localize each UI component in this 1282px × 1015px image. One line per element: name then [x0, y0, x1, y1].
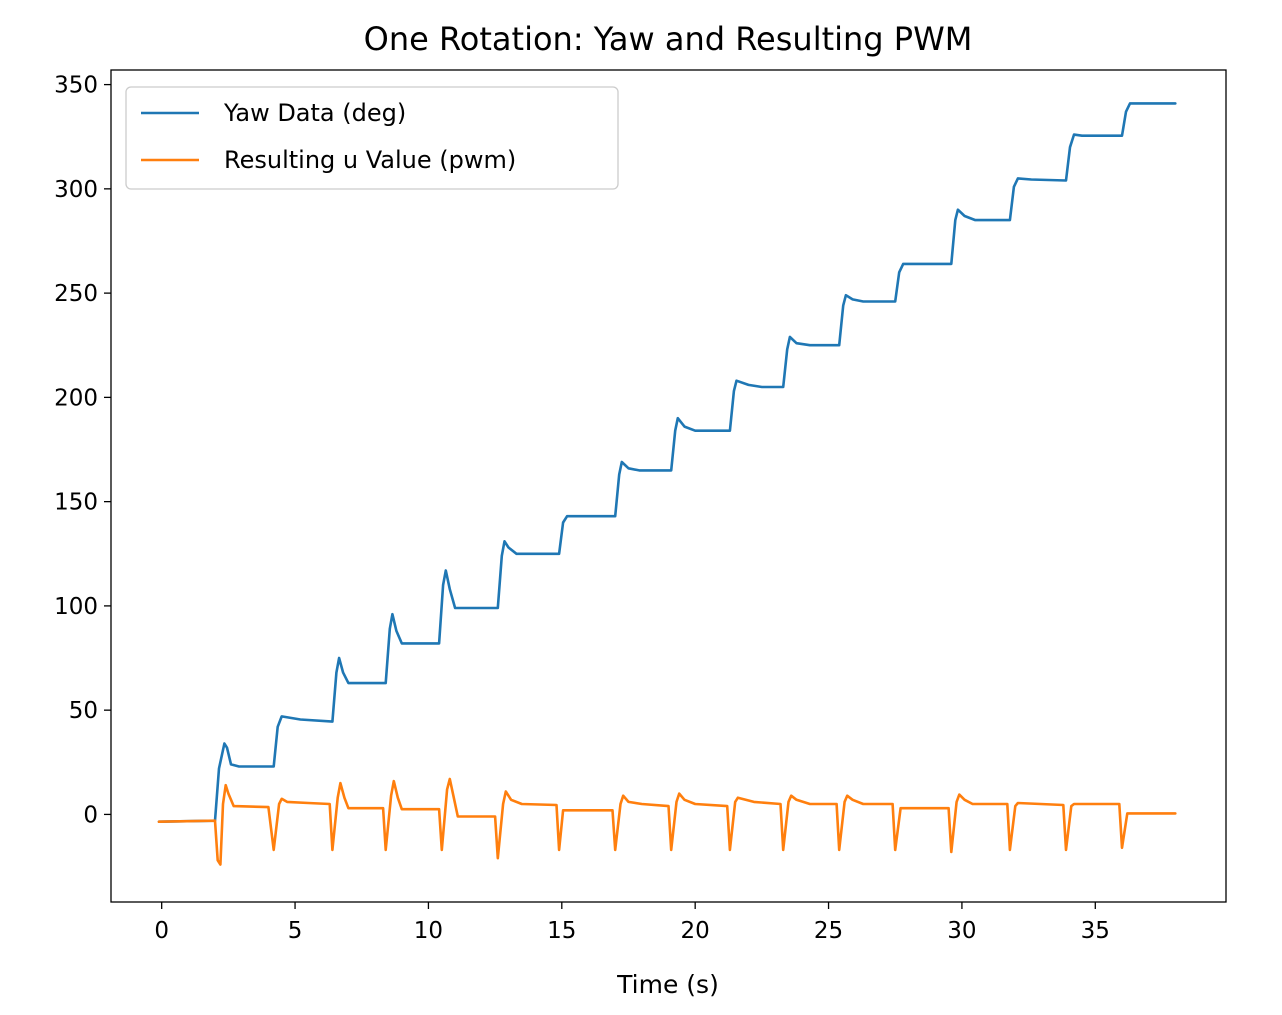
- y-tick-label: 0: [83, 802, 98, 828]
- legend: Yaw Data (deg) Resulting u Value (pwm): [125, 86, 619, 190]
- x-tick-label: 25: [814, 918, 843, 944]
- legend-box: [125, 86, 619, 190]
- y-tick-label: 100: [54, 594, 98, 620]
- x-tick-label: 0: [154, 918, 169, 944]
- x-tick-label: 20: [681, 918, 710, 944]
- chart-title: One Rotation: Yaw and Resulting PWM: [364, 20, 973, 58]
- x-tick-label: 10: [414, 918, 443, 944]
- x-tick-label: 5: [288, 918, 303, 944]
- legend-label-1: Resulting u Value (pwm): [224, 146, 516, 174]
- x-tick-label: 30: [947, 918, 976, 944]
- legend-label-0: Yaw Data (deg): [223, 99, 406, 127]
- series-line-0: [157, 102, 1177, 823]
- x-axis-label: Time (s): [616, 970, 719, 999]
- x-tick-label: 15: [547, 918, 576, 944]
- y-tick-label: 250: [54, 281, 98, 307]
- y-tick-label: 50: [69, 698, 98, 724]
- series-line-1: [157, 777, 1177, 866]
- x-tick-label: 35: [1081, 918, 1110, 944]
- plot-area: [157, 102, 1177, 866]
- y-tick-label: 300: [54, 177, 98, 203]
- axes-frame: [110, 69, 1227, 903]
- y-tick-label: 350: [54, 73, 98, 99]
- y-tick-label: 200: [54, 385, 98, 411]
- y-tick-label: 150: [54, 490, 98, 516]
